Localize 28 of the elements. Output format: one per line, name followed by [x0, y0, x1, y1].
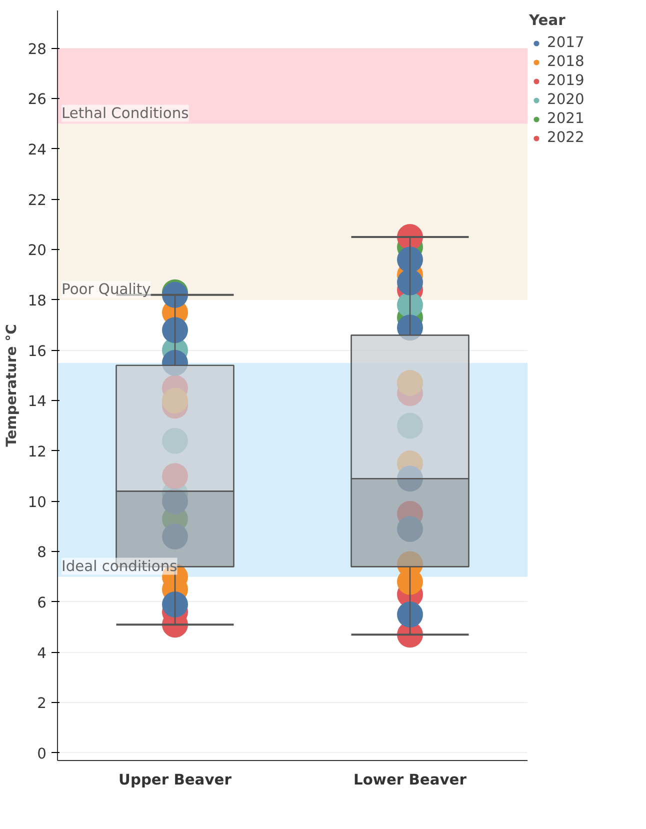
y-tick-label: 8	[37, 544, 47, 562]
y-tick-label: 24	[28, 141, 47, 158]
legend-label: 2017	[547, 34, 584, 51]
legend-title: Year	[529, 12, 566, 29]
legend-label: 2020	[547, 91, 584, 108]
legend-label: 2021	[547, 110, 584, 127]
y-tick-label: 16	[28, 342, 47, 360]
legend-label: 2018	[547, 53, 584, 70]
y-tick-label: 2	[37, 695, 47, 712]
band-label: Poor Quality	[62, 280, 152, 298]
y-tick-label: 22	[28, 192, 47, 209]
band-label: Ideal conditions	[62, 558, 178, 575]
y-tick-label: 14	[28, 393, 47, 410]
y-tick-label: 26	[28, 91, 47, 108]
band-label: Lethal Conditions	[62, 104, 189, 122]
x-tick-label: Lower Beaver	[354, 772, 468, 788]
x-tick-label: Upper Beaver	[118, 772, 232, 788]
y-tick-label: 12	[28, 443, 47, 460]
y-tick-label: 10	[28, 494, 47, 511]
y-axis-title: Temperature °C	[4, 324, 20, 447]
y-tick-label: 18	[28, 292, 47, 310]
legend-label: 2019	[547, 72, 584, 89]
y-tick-label: 28	[28, 40, 47, 58]
y-tick-label: 4	[37, 644, 47, 662]
y-tick-label: 6	[37, 594, 47, 612]
y-tick-label: 0	[37, 745, 47, 762]
legend-label: 2022	[547, 129, 584, 146]
y-tick-label: 20	[28, 242, 47, 260]
